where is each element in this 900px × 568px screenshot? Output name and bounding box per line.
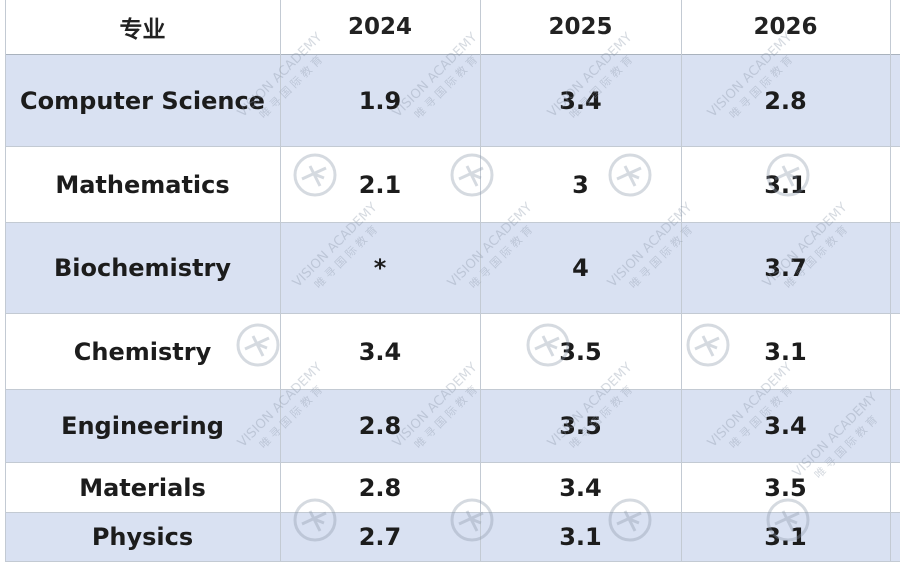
cell-major: Chemistry	[73, 337, 212, 366]
row-divider	[5, 462, 900, 463]
table-header-row	[5, 0, 900, 55]
cell-2026: 3.7	[764, 254, 807, 282]
cell-2025: 4	[572, 254, 589, 282]
cell-major: Mathematics	[55, 170, 230, 199]
cell-2025: 3.1	[559, 523, 602, 551]
cell-major: Computer Science	[20, 86, 265, 115]
cell-2026: 3.4	[764, 412, 807, 440]
cell-2024: *	[373, 254, 387, 282]
cell-2026: 3.5	[764, 473, 807, 502]
header-major: 专业	[119, 17, 166, 43]
row-band	[5, 389, 900, 462]
row-band	[5, 222, 900, 313]
row-divider	[5, 389, 900, 390]
column-divider	[681, 0, 682, 562]
row-divider	[5, 222, 900, 223]
row-divider	[5, 561, 900, 562]
cell-2026: 3.1	[764, 337, 807, 366]
column-divider	[890, 0, 891, 562]
cell-major: Physics	[91, 523, 194, 551]
score-table: 专业 2024 2025 2026 Computer Science 1.9 3…	[5, 0, 900, 562]
row-band	[5, 512, 900, 562]
cell-2026: 2.8	[764, 86, 807, 115]
column-divider	[480, 0, 481, 562]
row-band	[5, 55, 900, 146]
cell-2024: 2.1	[358, 170, 402, 199]
cell-2024: 2.8	[358, 412, 402, 440]
cell-2025: 3.5	[559, 337, 602, 366]
cell-2024: 1.9	[358, 86, 402, 115]
cell-2026: 3.1	[764, 523, 807, 551]
cell-2025: 3.4	[559, 473, 602, 502]
cell-2026: 3.1	[764, 170, 807, 199]
row-divider	[5, 313, 900, 314]
header-2026: 2026	[753, 14, 818, 40]
cell-2024: 2.7	[358, 523, 402, 551]
column-divider	[5, 0, 6, 562]
cell-major: Engineering	[61, 412, 224, 440]
row-divider	[5, 512, 900, 513]
cell-major: Biochemistry	[53, 254, 232, 282]
cell-2024: 3.4	[358, 337, 402, 366]
header-2024: 2024	[347, 14, 412, 40]
cell-2025: 3.5	[559, 412, 602, 440]
cell-2025: 3	[572, 170, 589, 199]
row-divider	[5, 146, 900, 147]
cell-major: Materials	[79, 473, 206, 502]
cell-2024: 2.8	[358, 473, 402, 502]
header-2025: 2025	[548, 14, 613, 40]
cell-2025: 3.4	[559, 86, 602, 115]
column-divider	[280, 0, 281, 562]
